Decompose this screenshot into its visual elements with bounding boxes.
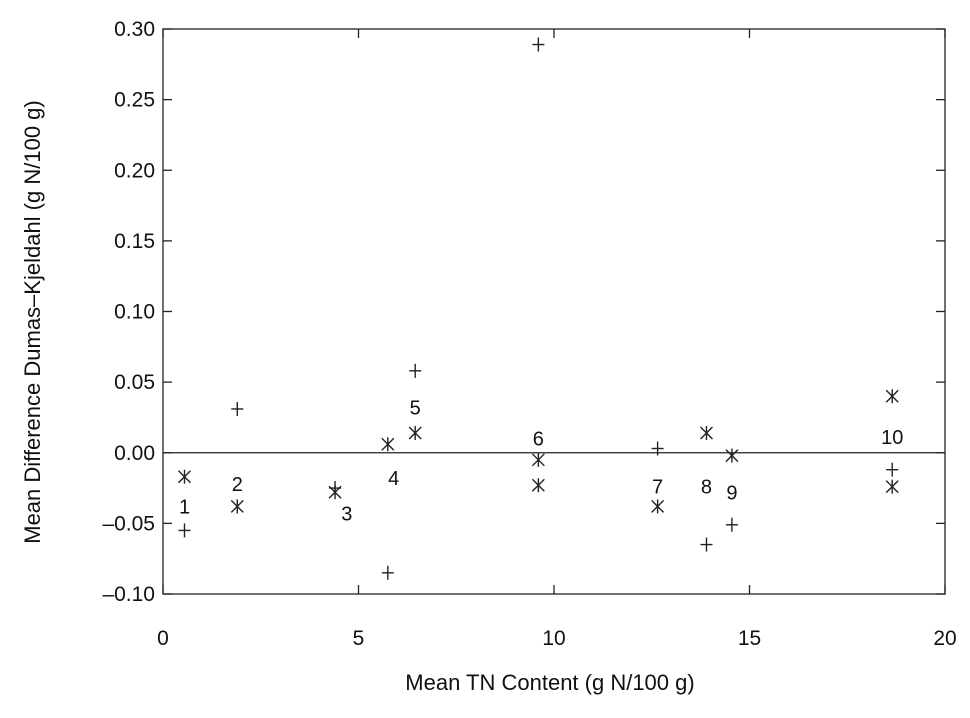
y-tick-label: 0.15 bbox=[114, 230, 155, 253]
point-label: 8 bbox=[701, 477, 712, 499]
plus-point bbox=[178, 523, 191, 538]
x-axis-title: Mean TN Content (g N/100 g) bbox=[405, 670, 694, 695]
y-tick-label: 0.25 bbox=[114, 89, 155, 112]
x-tick-label: 10 bbox=[542, 627, 565, 650]
asterisk-point bbox=[531, 452, 545, 467]
y-tick-label: –0.10 bbox=[102, 583, 155, 606]
y-tick-label: 0.10 bbox=[114, 301, 155, 324]
x-tick-label: 5 bbox=[353, 627, 365, 650]
data-points bbox=[178, 37, 899, 580]
plus-point bbox=[886, 462, 899, 477]
point-labels: 1 2 3 4 5 6 7 8 9 10 bbox=[179, 398, 903, 526]
plus-point bbox=[329, 481, 342, 496]
point-label: 6 bbox=[533, 429, 544, 451]
plus-point bbox=[700, 537, 713, 552]
y-tick-label: –0.05 bbox=[102, 512, 155, 535]
plus-point bbox=[231, 401, 244, 416]
point-label: 1 bbox=[179, 496, 190, 518]
plus-point bbox=[532, 37, 545, 52]
plus-point bbox=[381, 565, 394, 580]
point-label: 10 bbox=[881, 427, 903, 449]
plus-point bbox=[409, 363, 422, 378]
y-tick-label: 0.20 bbox=[114, 159, 155, 182]
x-tick-label: 15 bbox=[738, 627, 761, 650]
asterisk-point bbox=[651, 499, 665, 514]
y-axis-title: Mean Difference Dumas–Kjeldahl (g N/100 … bbox=[20, 100, 45, 544]
x-axis-ticks: 0 5 10 15 20 bbox=[157, 29, 957, 650]
point-label: 9 bbox=[726, 482, 737, 504]
x-tick-label: 0 bbox=[157, 627, 169, 650]
y-tick-label: 0.30 bbox=[114, 18, 155, 41]
point-label: 7 bbox=[652, 477, 663, 499]
point-label: 3 bbox=[341, 503, 352, 525]
asterisk-point bbox=[178, 469, 191, 484]
asterisk-point bbox=[230, 499, 244, 514]
plus-point bbox=[651, 441, 664, 456]
y-axis-ticks: –0.10 –0.05 0.00 0.05 0.10 0.15 0.20 0.25 0.30 bbox=[102, 18, 945, 606]
asterisk-point bbox=[381, 437, 395, 452]
asterisk-point bbox=[885, 479, 899, 494]
asterisk-point bbox=[531, 478, 545, 493]
point-label: 2 bbox=[232, 474, 243, 496]
point-label: 5 bbox=[410, 398, 421, 420]
asterisk-point bbox=[699, 425, 713, 440]
y-tick-label: 0.00 bbox=[114, 442, 155, 465]
asterisk-point bbox=[885, 389, 899, 404]
asterisk-point bbox=[725, 448, 739, 463]
point-label: 4 bbox=[388, 468, 399, 490]
x-tick-label: 20 bbox=[933, 627, 956, 650]
plus-point bbox=[725, 517, 738, 532]
asterisk-point bbox=[408, 425, 422, 440]
y-tick-label: 0.05 bbox=[114, 371, 155, 394]
plot-frame bbox=[162, 28, 946, 595]
